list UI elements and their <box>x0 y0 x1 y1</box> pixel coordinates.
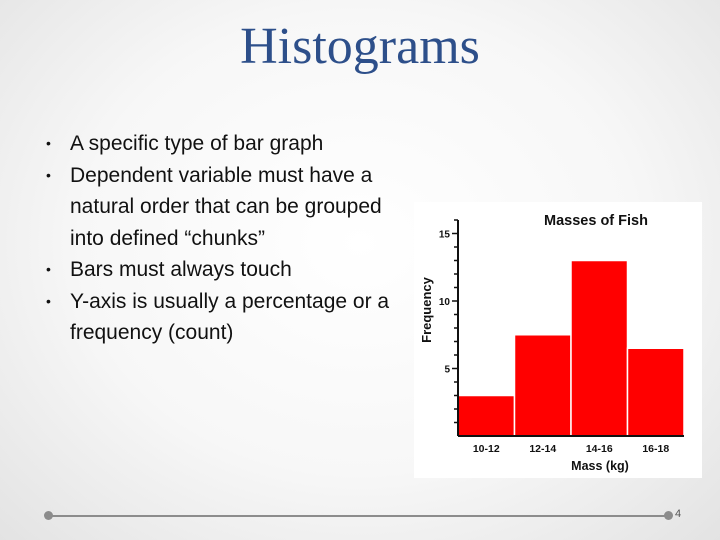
y-axis-label: Frequency <box>419 276 434 343</box>
page-number: 4 <box>675 508 682 520</box>
bullet-marker: • <box>46 261 51 277</box>
y-tick-label: 15 <box>439 230 451 241</box>
x-tick-label: 14-16 <box>586 443 613 455</box>
x-tick-label: 10-12 <box>473 443 500 455</box>
slide-title: Histograms <box>240 18 480 75</box>
bullet-item: • Bars must always touch <box>46 254 416 286</box>
chart-title: Masses of Fish <box>544 213 648 229</box>
footer-dot-right <box>664 511 673 520</box>
footer-dot-left <box>44 511 53 520</box>
bullet-text: Y-axis is usually a percentage or a freq… <box>70 289 390 345</box>
histogram-bar <box>626 347 685 437</box>
x-tick-label: 12-14 <box>529 443 556 455</box>
histogram-svg: Masses of Fish Frequency Mass (kg) 5 10 15… <box>419 213 685 473</box>
histogram-bar <box>513 334 572 437</box>
x-axis-label: Mass (kg) <box>571 459 629 473</box>
bullet-text: A specific type of bar graph <box>70 132 324 155</box>
bullet-item: • Dependent variable must have a natural … <box>46 160 416 255</box>
x-tick-label: 16-18 <box>642 443 669 455</box>
histogram-bar <box>570 259 629 437</box>
bullet-item: • Y-axis is usually a percentage or a fre… <box>46 286 416 349</box>
y-tick-label: 5 <box>444 365 450 376</box>
bullet-marker: • <box>46 135 51 151</box>
histogram-bar <box>457 394 516 437</box>
footer-line <box>52 515 668 517</box>
y-tick-label: 10 <box>439 297 451 308</box>
bullet-list: • A specific type of bar graph • Dependent… <box>46 128 416 349</box>
bullet-text: Dependent variable must have a natural o… <box>70 163 382 250</box>
bullet-marker: • <box>46 166 51 183</box>
chart-marks: 5 10 15 10-12 12-14 14-16 16-18 <box>439 219 685 455</box>
histogram-chart: Masses of Fish Frequency Mass (kg) 5 10 15… <box>414 202 702 478</box>
bullet-text: Bars must always touch <box>70 258 292 281</box>
bullet-marker: • <box>46 292 51 309</box>
bullet-item: • A specific type of bar graph <box>46 128 416 160</box>
